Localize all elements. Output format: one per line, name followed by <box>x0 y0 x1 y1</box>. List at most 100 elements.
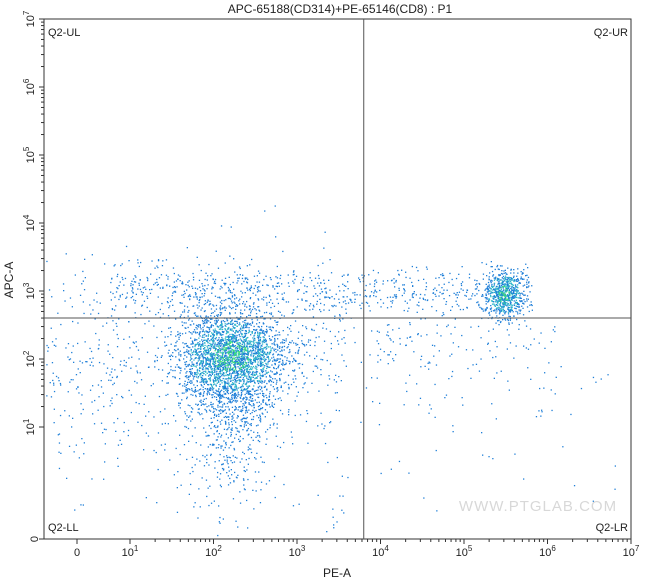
event-dot <box>365 295 368 298</box>
event-dot <box>233 362 235 364</box>
event-dot <box>204 284 206 287</box>
event-dot <box>476 301 478 304</box>
event-dot <box>490 294 492 297</box>
event-dot <box>291 312 293 315</box>
event-dot <box>202 389 204 391</box>
event-dot <box>256 323 258 325</box>
event-dot <box>219 355 221 357</box>
event-dot <box>206 279 208 281</box>
event-dot <box>246 343 248 345</box>
event-dot <box>270 299 272 301</box>
event-dot <box>247 349 249 352</box>
event-dot <box>247 390 249 392</box>
event-dot <box>412 293 414 295</box>
event-dot <box>197 315 199 317</box>
event-dot <box>491 283 493 286</box>
event-dot <box>209 327 211 329</box>
event-dot <box>373 285 376 288</box>
event-dot <box>215 384 217 386</box>
event-dot <box>169 300 172 303</box>
event-dot <box>249 287 251 289</box>
event-dot <box>251 353 253 355</box>
event-dot <box>193 296 195 298</box>
event-dot <box>319 298 321 300</box>
event-dot <box>159 308 161 311</box>
event-dot <box>141 337 143 339</box>
event-dot <box>402 284 404 286</box>
event-dot <box>205 363 207 365</box>
event-dot <box>260 365 262 367</box>
event-dot <box>283 299 285 301</box>
event-dot <box>254 373 256 375</box>
event-dot <box>241 418 243 420</box>
event-dot <box>253 334 256 336</box>
event-dot <box>264 358 266 360</box>
event-dot <box>255 368 257 370</box>
event-dot <box>154 354 157 357</box>
event-dot <box>234 302 236 304</box>
event-dot <box>201 336 204 338</box>
event-dot <box>449 272 451 275</box>
event-dot <box>274 205 276 207</box>
event-dot <box>237 387 240 389</box>
event-dot <box>117 457 119 459</box>
event-dot <box>245 368 247 370</box>
event-dot <box>238 300 240 302</box>
event-dot <box>167 393 169 396</box>
event-dot <box>521 305 523 307</box>
event-dot <box>185 389 187 391</box>
event-dot <box>253 410 256 413</box>
event-dot <box>219 314 221 317</box>
event-dot <box>244 332 246 335</box>
event-dot <box>398 289 400 291</box>
event-dot <box>273 348 275 350</box>
event-dot <box>237 350 239 352</box>
event-dot <box>256 371 259 373</box>
event-dot <box>250 400 252 402</box>
event-dot <box>212 380 215 382</box>
event-dot <box>237 340 239 342</box>
event-dot <box>192 375 194 377</box>
event-dot <box>226 389 228 391</box>
event-dot <box>252 400 254 402</box>
event-dot <box>240 397 242 399</box>
event-dot <box>257 350 259 352</box>
event-dot <box>317 282 319 284</box>
event-dot <box>53 344 55 346</box>
event-dot <box>199 332 201 334</box>
event-dot <box>202 334 204 336</box>
event-dot <box>215 364 217 367</box>
event-dot <box>230 433 232 436</box>
event-dot <box>223 282 225 284</box>
event-dot <box>123 338 125 340</box>
event-dot <box>173 349 176 351</box>
event-dot <box>245 396 247 398</box>
event-dot <box>503 295 506 297</box>
event-dot <box>198 333 200 336</box>
event-dot <box>247 434 249 436</box>
event-dot <box>206 368 209 370</box>
event-dot <box>322 327 324 329</box>
event-dot <box>368 305 370 307</box>
event-dot <box>247 463 249 465</box>
event-dot <box>253 354 255 356</box>
event-dot <box>235 360 237 363</box>
event-dot <box>273 475 276 478</box>
event-dot <box>527 286 529 288</box>
event-dot <box>191 363 193 365</box>
event-dot <box>214 355 216 357</box>
event-dot <box>233 370 236 372</box>
event-dot <box>246 411 249 413</box>
event-dot <box>329 259 331 261</box>
event-dot <box>83 312 85 315</box>
event-dot <box>250 361 252 363</box>
event-dot <box>200 393 202 395</box>
event-dot <box>260 386 263 388</box>
event-dot <box>176 364 178 366</box>
event-dot <box>500 291 502 293</box>
event-dot <box>212 304 214 306</box>
event-dot <box>174 290 176 292</box>
event-dot <box>508 309 510 311</box>
event-dot <box>234 386 236 388</box>
event-dot <box>186 419 188 421</box>
